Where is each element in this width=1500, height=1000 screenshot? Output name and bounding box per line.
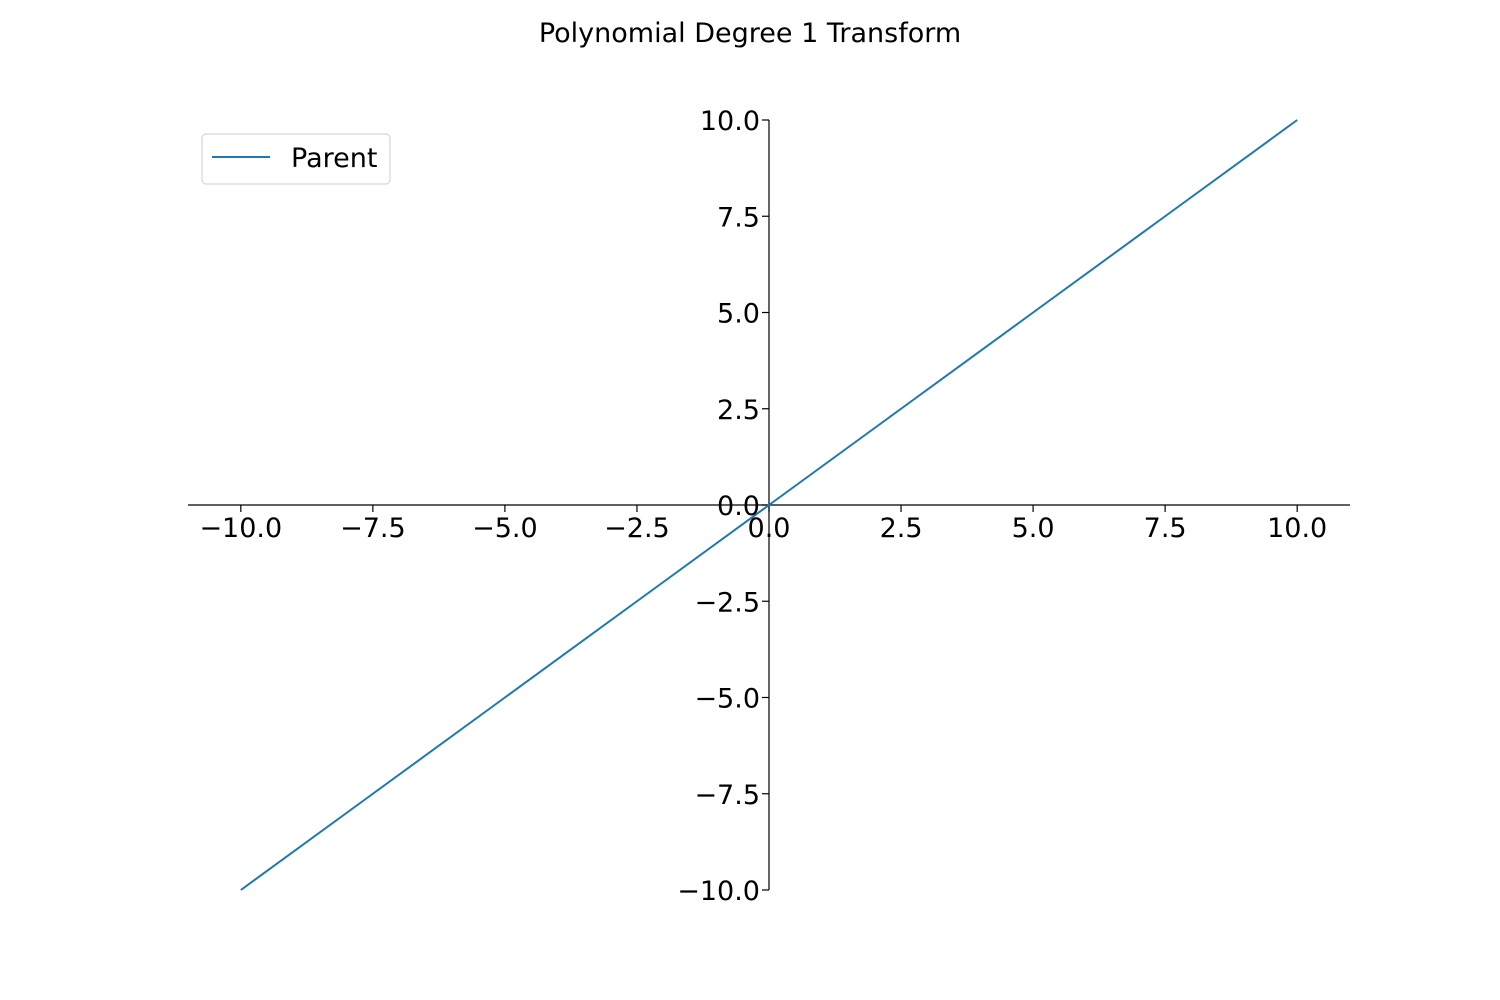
tick-labels: −10.0 −7.5 −5.0 −2.5 0.0 2.5 5.0 7.5 10.0 10.0 7.5… — [199, 106, 1327, 907]
y-tick-label: −7.5 — [694, 780, 760, 811]
x-tick-label: −2.5 — [604, 513, 670, 544]
y-tick-label: 7.5 — [717, 202, 760, 233]
legend-frame — [201, 133, 391, 185]
y-tick-label: −5.0 — [694, 684, 760, 715]
y-tick-label: 2.5 — [717, 395, 760, 426]
series-layer — [240, 119, 1298, 891]
x-tick-label: −5.0 — [472, 513, 538, 544]
y-tick-label: 5.0 — [717, 299, 760, 330]
chart-title: Polynomial Degree 1 Transform — [539, 18, 961, 49]
y-tick-label: 0.0 — [717, 491, 760, 522]
x-tick-label: 7.5 — [1144, 513, 1187, 544]
x-tick-label: −10.0 — [199, 513, 282, 544]
y-tick-label: −2.5 — [694, 587, 760, 618]
y-tick-label: 10.0 — [700, 106, 760, 137]
legend: Parent — [201, 133, 391, 185]
x-tick-label: 5.0 — [1012, 513, 1055, 544]
x-tick-label: 10.0 — [1267, 513, 1327, 544]
x-tick-label: 0.0 — [748, 513, 791, 544]
x-tick-label: −7.5 — [340, 513, 406, 544]
legend-label-parent: Parent — [291, 143, 377, 174]
series-line-parent — [240, 119, 1298, 891]
x-tick-label: 2.5 — [880, 513, 923, 544]
y-tick-label: −10.0 — [677, 876, 760, 907]
plot-area: −10.0 −7.5 −5.0 −2.5 0.0 2.5 5.0 7.5 10.0 10.0 7.5… — [188, 106, 1350, 907]
